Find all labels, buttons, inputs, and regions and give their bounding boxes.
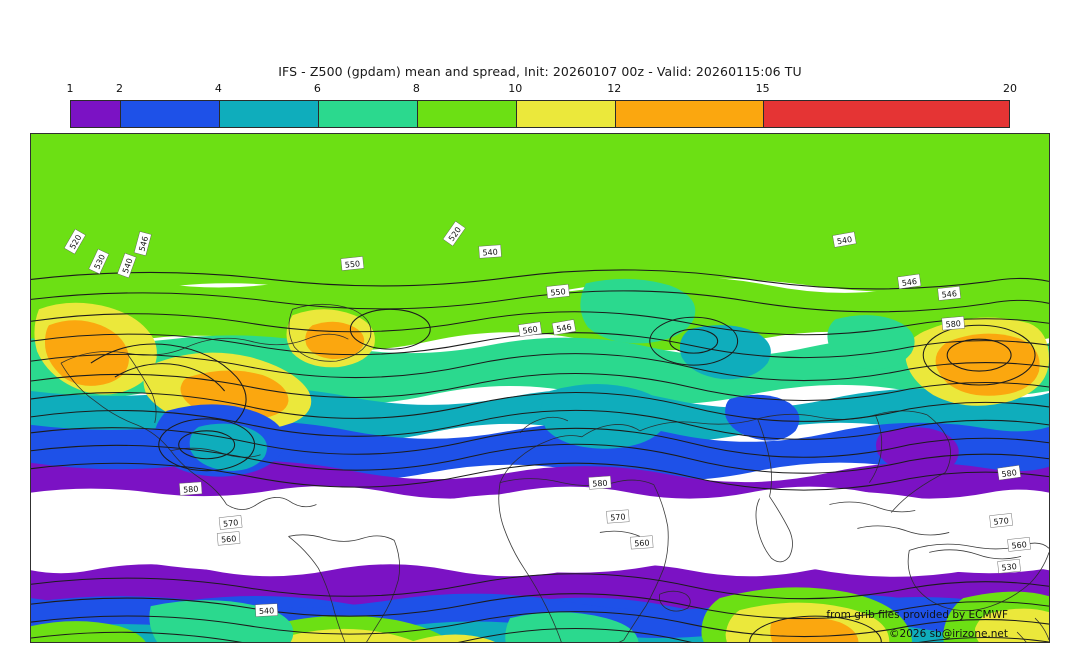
contour-label-text: 546 bbox=[556, 322, 573, 333]
colorbar-band-15-20 bbox=[763, 101, 1009, 127]
contour-label: 570 bbox=[606, 509, 630, 524]
colorbar-tick-1: 1 bbox=[66, 82, 74, 95]
contour-label: 546 bbox=[551, 319, 577, 336]
contour-label-text: 546 bbox=[941, 289, 957, 300]
colorbar-tick-2: 2 bbox=[115, 82, 123, 95]
contour-label: 540 bbox=[255, 603, 279, 617]
contour-label-text: 546 bbox=[137, 235, 150, 252]
contour-label: 560 bbox=[1007, 537, 1031, 552]
colorbar-band-12-15 bbox=[615, 101, 763, 127]
contour-label-text: 540 bbox=[482, 248, 498, 258]
contour-label-text: 570 bbox=[223, 518, 239, 529]
contour-label: 580 bbox=[997, 464, 1022, 481]
page-title: IFS - Z500 (gpdam) mean and spread, Init… bbox=[278, 64, 802, 79]
contour-label-text: 580 bbox=[1001, 468, 1017, 479]
contour-label-text: 560 bbox=[221, 534, 237, 544]
contour-lines-south bbox=[31, 573, 1049, 642]
contour-label-text: 550 bbox=[550, 287, 566, 298]
copyright-credit: ©2026 sb@irizone.net bbox=[889, 628, 1008, 640]
contour-label-group: 520 530 540 546 bbox=[63, 220, 1031, 617]
tropical-low-spread-region bbox=[31, 486, 1049, 577]
contour-label: 546 bbox=[133, 231, 152, 256]
contour-label-text: 580 bbox=[183, 485, 199, 495]
colorbar-band-6-8 bbox=[318, 101, 417, 127]
map-canvas: 520 530 540 546 bbox=[31, 134, 1049, 642]
map-plot-area: 520 530 540 546 bbox=[30, 133, 1050, 643]
data-source-credit: from grib files provided by ECMWF bbox=[826, 609, 1008, 621]
contour-label-text: 540 bbox=[836, 235, 853, 246]
contour-label: 560 bbox=[518, 321, 542, 337]
contour-label: 560 bbox=[630, 535, 654, 550]
contour-label-text: 570 bbox=[993, 516, 1009, 527]
contour-label-text: 546 bbox=[901, 277, 917, 288]
contour-label: 546 bbox=[937, 286, 961, 301]
contour-label: 540 bbox=[117, 252, 137, 279]
colorbar-tick-10: 10 bbox=[508, 82, 523, 95]
colorbar-band-10-12 bbox=[516, 101, 615, 127]
colorbar-tick-8: 8 bbox=[412, 82, 420, 95]
colorbar-band-2-4 bbox=[120, 101, 219, 127]
contour-label: 580 bbox=[941, 316, 965, 331]
colorbar-tick-6: 6 bbox=[313, 82, 321, 95]
colorbar-tick-4: 4 bbox=[214, 82, 222, 95]
contour-label: 540 bbox=[832, 231, 857, 248]
colorbar-band-1-2 bbox=[71, 101, 120, 127]
contour-label: 570 bbox=[218, 515, 243, 530]
contour-label: 580 bbox=[588, 475, 612, 490]
colorbar-tick-12: 12 bbox=[607, 82, 622, 95]
contour-label-text: 570 bbox=[610, 512, 626, 522]
contour-label-text: 530 bbox=[1001, 562, 1017, 573]
contour-label: 560 bbox=[216, 531, 241, 546]
colorbar-bands bbox=[70, 100, 1010, 128]
spread-plumes-south bbox=[31, 587, 1049, 642]
colorbar-band-4-6 bbox=[219, 101, 318, 127]
contour-label: 580 bbox=[179, 481, 203, 496]
colorbar-band-8-10 bbox=[417, 101, 516, 127]
contour-label: 570 bbox=[989, 513, 1013, 528]
contour-label: 546 bbox=[897, 273, 922, 290]
contour-label-text: 580 bbox=[592, 479, 608, 489]
contour-label: 550 bbox=[546, 284, 570, 299]
contour-label: 530 bbox=[997, 558, 1021, 574]
contour-label: 530 bbox=[88, 248, 110, 275]
colorbar-tick-15: 15 bbox=[755, 82, 770, 95]
contour-label-text: 540 bbox=[259, 606, 275, 616]
contour-label: 540 bbox=[478, 244, 502, 259]
contour-label-text: 560 bbox=[634, 538, 650, 548]
contour-label-text: 560 bbox=[522, 325, 538, 336]
contour-label: 550 bbox=[340, 256, 365, 271]
colorbar-tick-20: 20 bbox=[1003, 82, 1017, 95]
contour-label-text: 580 bbox=[945, 319, 961, 329]
contour-label-text: 560 bbox=[1011, 540, 1027, 551]
contour-lines-north bbox=[31, 269, 1049, 491]
contour-label-text: 550 bbox=[344, 259, 360, 270]
colorbar-tick-labels: 1 2 4 6 8 10 12 15 20 bbox=[66, 82, 1018, 98]
colorbar bbox=[70, 100, 1010, 128]
